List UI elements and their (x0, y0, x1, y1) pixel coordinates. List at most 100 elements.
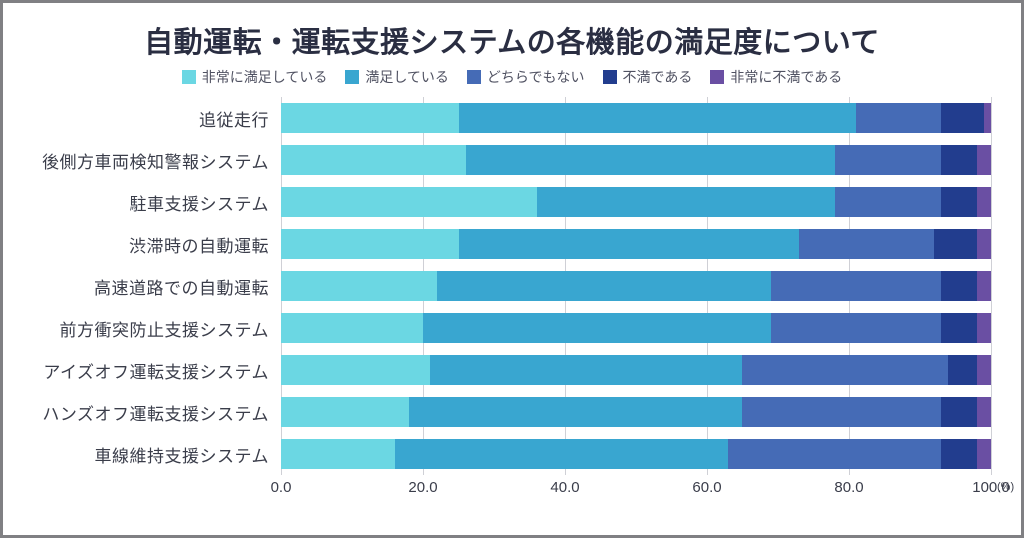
bar-row (281, 223, 991, 265)
legend-label: 不満である (623, 67, 693, 87)
bar (281, 103, 991, 133)
chart-frame: 自動運転・運転支援システムの各機能の満足度について 非常に満足している 満足してい… (0, 0, 1024, 538)
x-axis-tick: 20.0 (408, 479, 437, 496)
bar-segment (835, 145, 942, 175)
legend-swatch (467, 70, 481, 84)
bar-segment (941, 103, 984, 133)
bar-segment (941, 397, 977, 427)
bar (281, 187, 991, 217)
x-axis-tick: 60.0 (692, 479, 721, 496)
bar-segment (977, 145, 991, 175)
legend-label: 満足している (365, 67, 449, 87)
y-axis-label: 駐車支援システム (33, 181, 281, 223)
bar-segment (281, 355, 430, 385)
bar-row (281, 307, 991, 349)
legend-swatch (182, 70, 196, 84)
legend-label: どちらでもない (487, 67, 585, 87)
bar-segment (459, 229, 800, 259)
bar-segment (728, 439, 941, 469)
bar-segment (537, 187, 835, 217)
bar (281, 313, 991, 343)
bar-segment (281, 313, 423, 343)
bar-segment (977, 187, 991, 217)
chart-area: 追従走行後側方車両検知警報システム駐車支援システム渋滞時の自動運転高速道路での自… (33, 97, 991, 475)
x-axis-tick: 40.0 (550, 479, 579, 496)
bar-segment (281, 229, 459, 259)
bar-segment (742, 397, 941, 427)
bar (281, 271, 991, 301)
bar-segment (742, 355, 948, 385)
bar-segment (771, 313, 941, 343)
legend-swatch (710, 70, 724, 84)
bar-segment (977, 229, 991, 259)
bar-segment (934, 229, 977, 259)
legend-label: 非常に不満である (730, 67, 842, 87)
bar-segment (771, 271, 941, 301)
y-axis-label: 渋滞時の自動運転 (33, 223, 281, 265)
bar-segment (977, 355, 991, 385)
x-axis-tick: 0.0 (271, 479, 292, 496)
bar (281, 355, 991, 385)
y-axis-label: 後側方車両検知警報システム (33, 139, 281, 181)
bar-segment (281, 271, 437, 301)
bar-row (281, 433, 991, 475)
legend-label: 非常に満足している (202, 67, 328, 87)
bar (281, 145, 991, 175)
legend: 非常に満足している 満足している どちらでもない 不満である 非常に不満である (33, 67, 991, 87)
legend-item: 満足している (345, 67, 449, 87)
x-axis: 0.020.040.060.080.0100.0(%) (33, 477, 991, 503)
x-axis-ticks: 0.020.040.060.080.0100.0(%) (281, 477, 991, 503)
legend-swatch (345, 70, 359, 84)
y-axis-labels: 追従走行後側方車両検知警報システム駐車支援システム渋滞時の自動運転高速道路での自… (33, 97, 281, 475)
bar-row (281, 349, 991, 391)
bar-segment (430, 355, 742, 385)
legend-item: 不満である (603, 67, 693, 87)
bars (281, 97, 991, 475)
bar-segment (835, 187, 942, 217)
x-axis-unit: (%) (997, 481, 1014, 493)
plot-area (281, 97, 991, 475)
bar-segment (948, 355, 976, 385)
y-axis-label: 追従走行 (33, 97, 281, 139)
bar-row (281, 139, 991, 181)
legend-swatch (603, 70, 617, 84)
y-axis-label: 高速道路での自動運転 (33, 265, 281, 307)
y-axis-label: ハンズオフ運転支援システム (33, 391, 281, 433)
bar-segment (977, 397, 991, 427)
x-axis-tick: 80.0 (834, 479, 863, 496)
bar-segment (423, 313, 771, 343)
bar-segment (977, 439, 991, 469)
bar-segment (395, 439, 729, 469)
bar (281, 397, 991, 427)
bar-segment (941, 313, 977, 343)
bar-row (281, 391, 991, 433)
bar-segment (799, 229, 934, 259)
bar-segment (281, 103, 459, 133)
bar-segment (977, 313, 991, 343)
bar-row (281, 181, 991, 223)
legend-item: どちらでもない (467, 67, 585, 87)
bar-segment (466, 145, 835, 175)
bar-row (281, 265, 991, 307)
y-axis-label: 車線維持支援システム (33, 433, 281, 475)
bar-segment (941, 145, 977, 175)
bar-segment (941, 187, 977, 217)
chart-title: 自動運転・運転支援システムの各機能の満足度について (33, 19, 991, 61)
bar-segment (281, 397, 409, 427)
bar-segment (409, 397, 743, 427)
y-axis-label: アイズオフ運転支援システム (33, 349, 281, 391)
bar-segment (281, 187, 537, 217)
bar (281, 229, 991, 259)
bar-segment (856, 103, 941, 133)
bar-segment (281, 145, 466, 175)
bar-segment (459, 103, 857, 133)
bar-segment (984, 103, 991, 133)
legend-item: 非常に不満である (710, 67, 842, 87)
bar-segment (437, 271, 771, 301)
bar-segment (977, 271, 991, 301)
legend-item: 非常に満足している (182, 67, 328, 87)
bar-segment (941, 439, 977, 469)
bar-segment (941, 271, 977, 301)
bar-segment (281, 439, 395, 469)
bar (281, 439, 991, 469)
